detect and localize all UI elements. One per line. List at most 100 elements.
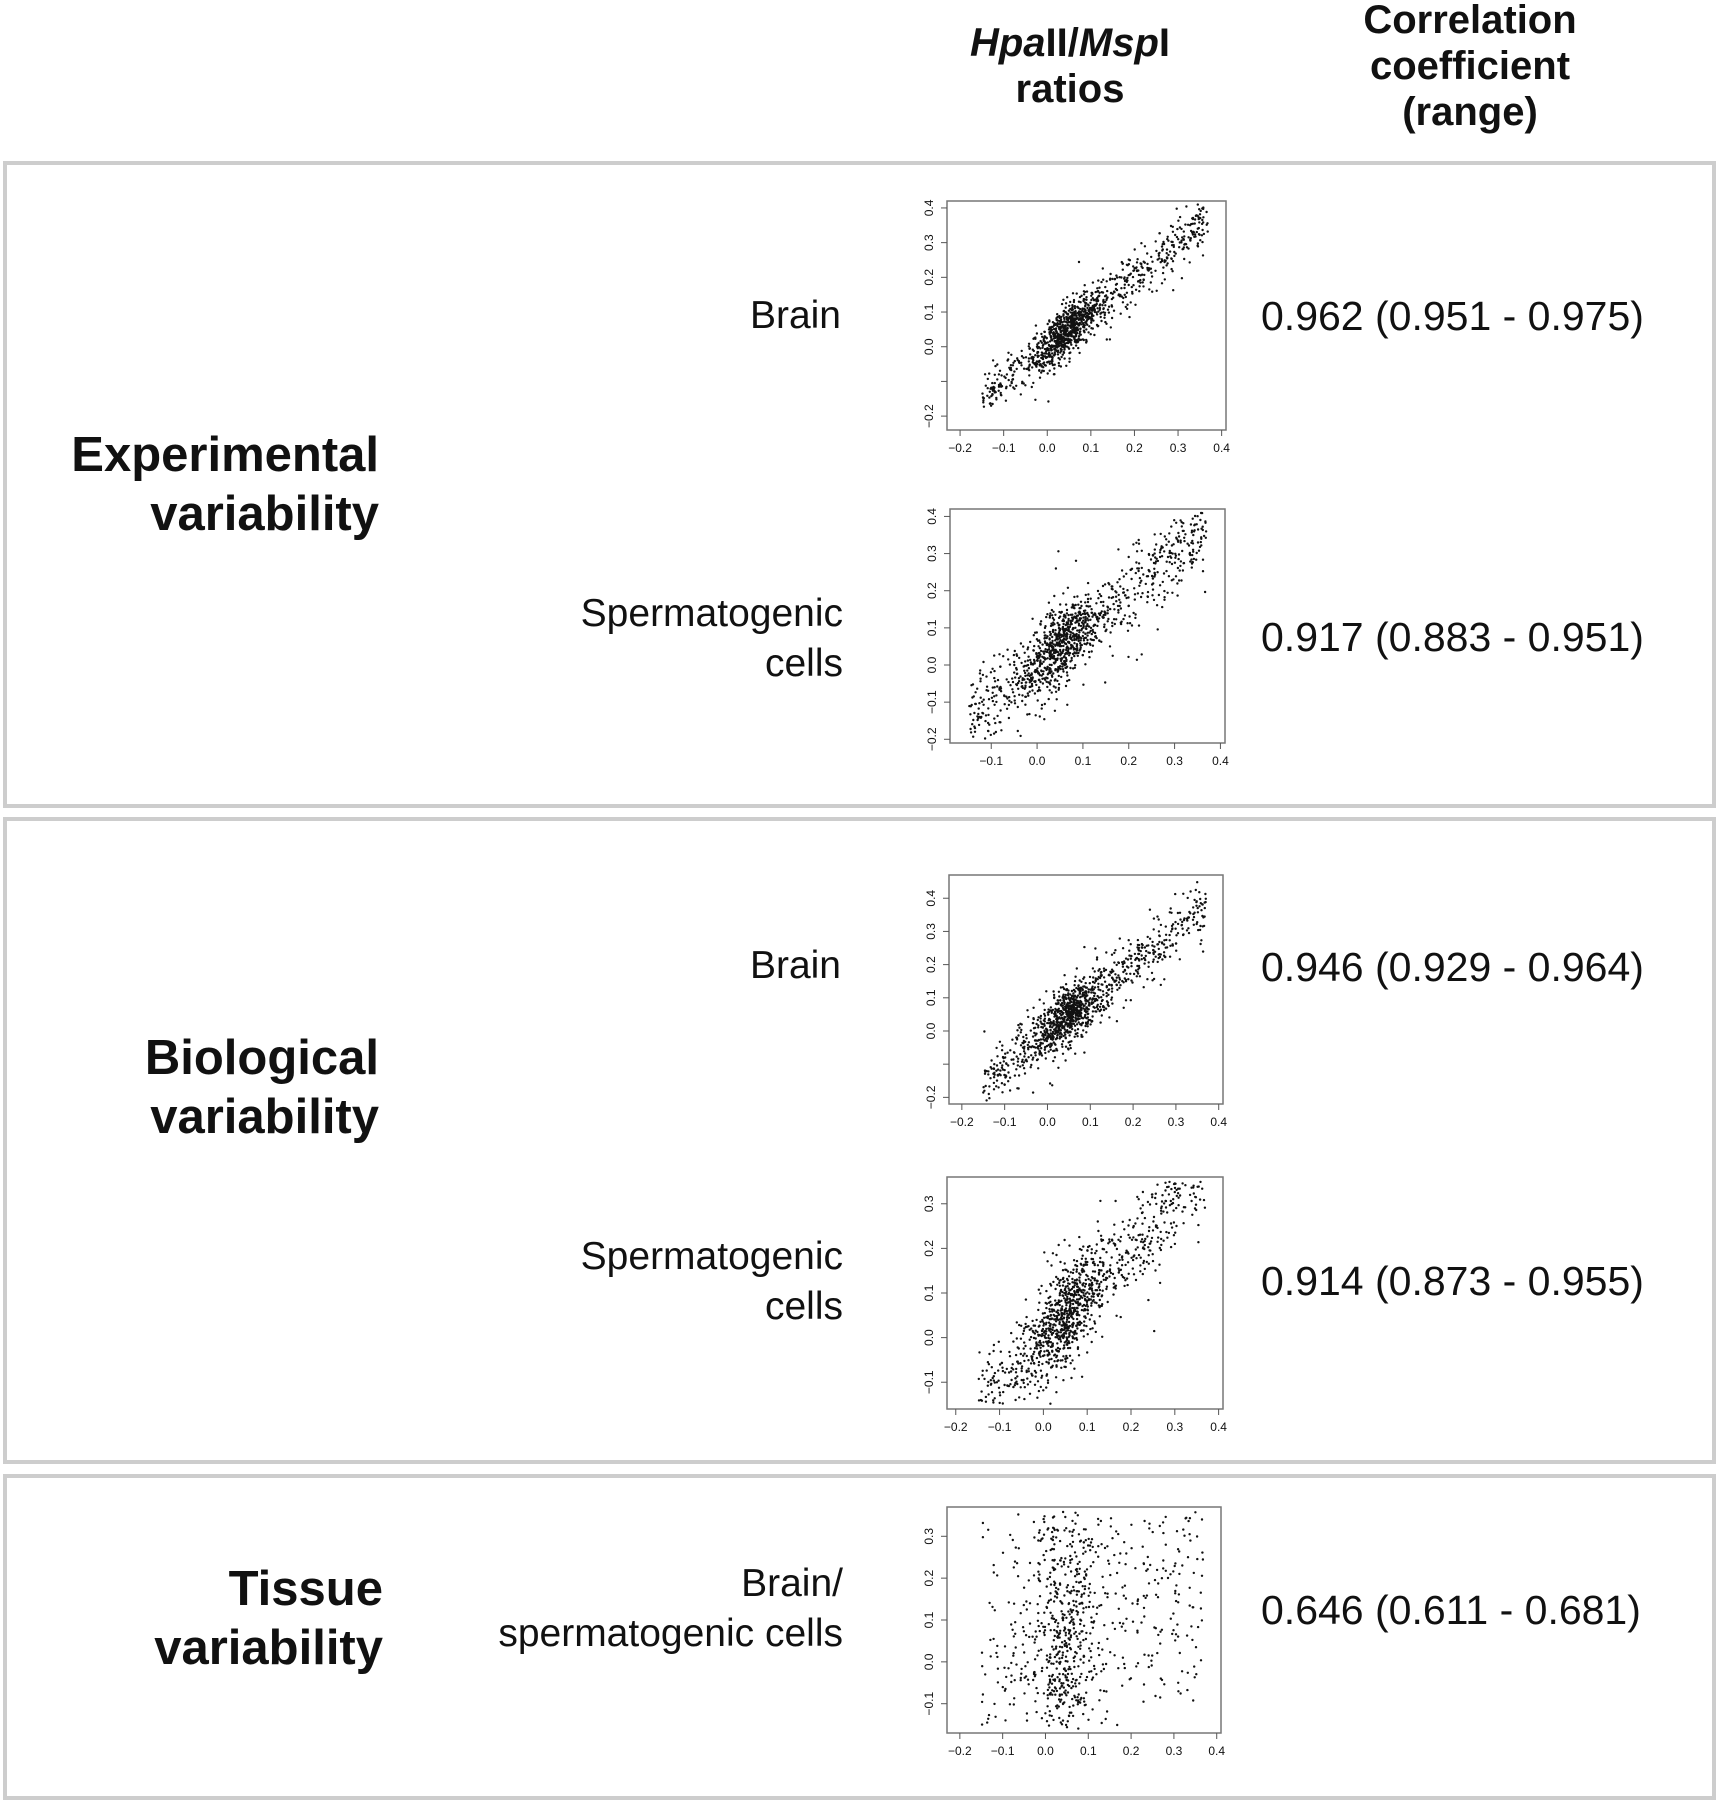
data-point xyxy=(1032,349,1035,353)
data-point xyxy=(1161,580,1164,584)
data-point xyxy=(1098,976,1102,980)
data-point xyxy=(1037,1308,1040,1312)
data-point xyxy=(1061,626,1064,630)
data-point xyxy=(1147,553,1151,557)
data-point xyxy=(1037,1360,1041,1364)
data-point xyxy=(1032,649,1035,652)
data-point xyxy=(1083,308,1086,311)
data-point xyxy=(1058,1336,1062,1339)
data-point xyxy=(1151,979,1154,982)
data-point xyxy=(1084,1257,1087,1260)
data-point xyxy=(1096,1279,1099,1283)
data-point xyxy=(1100,971,1103,974)
data-point xyxy=(1107,617,1110,621)
data-point xyxy=(1191,539,1194,543)
data-point xyxy=(1051,1008,1055,1012)
data-point xyxy=(1039,620,1043,623)
data-point xyxy=(1144,1237,1147,1241)
data-point xyxy=(1029,661,1033,664)
data-point xyxy=(1152,561,1156,565)
data-point xyxy=(1148,288,1151,291)
data-point xyxy=(1062,309,1066,313)
data-point xyxy=(1059,1017,1062,1020)
data-point xyxy=(1101,291,1105,294)
row-label: Spermatogenic cells xyxy=(581,589,843,689)
x-tick-label: 0.4 xyxy=(1208,1744,1225,1758)
data-point xyxy=(1034,1054,1037,1057)
data-point xyxy=(1126,303,1129,306)
data-point xyxy=(1054,632,1057,635)
data-point xyxy=(1118,1561,1121,1564)
data-point xyxy=(1106,308,1110,311)
data-point xyxy=(1104,304,1107,307)
data-point xyxy=(1097,1229,1100,1233)
data-point xyxy=(1044,1033,1047,1037)
data-point xyxy=(1158,940,1161,944)
data-point xyxy=(1011,1038,1014,1041)
data-point xyxy=(1123,614,1127,617)
data-point xyxy=(1020,349,1023,353)
data-point xyxy=(1132,265,1135,268)
data-point xyxy=(1060,1366,1063,1369)
data-point xyxy=(1170,1226,1174,1229)
data-point xyxy=(1131,1258,1135,1262)
data-point xyxy=(1060,644,1063,648)
data-point xyxy=(1115,618,1118,621)
data-point xyxy=(1198,1198,1202,1201)
data-point xyxy=(1117,974,1120,977)
data-point xyxy=(1080,323,1083,326)
data-point xyxy=(1070,1330,1073,1333)
data-point xyxy=(1068,1004,1072,1007)
data-point xyxy=(1006,359,1009,362)
data-point xyxy=(1051,653,1054,656)
data-point xyxy=(1079,327,1082,331)
data-point xyxy=(1143,1615,1146,1618)
x-tick-label: 0.0 xyxy=(1029,754,1046,768)
data-point xyxy=(1037,1026,1040,1029)
data-point xyxy=(1163,939,1166,942)
data-point xyxy=(1011,677,1014,680)
data-point xyxy=(1101,584,1105,588)
data-point xyxy=(1043,702,1046,706)
data-point xyxy=(1023,1341,1026,1344)
data-point xyxy=(1167,540,1170,543)
y-tick-label: 0.0 xyxy=(922,338,936,355)
data-point xyxy=(1078,992,1082,995)
data-point xyxy=(1144,582,1147,586)
data-point xyxy=(1130,1238,1134,1241)
data-point xyxy=(1087,1298,1090,1302)
data-point xyxy=(1173,1190,1176,1194)
data-point xyxy=(1132,611,1135,615)
data-point xyxy=(1075,999,1078,1002)
data-point xyxy=(1088,1001,1091,1004)
data-point xyxy=(1073,1309,1077,1313)
data-point xyxy=(1150,271,1153,274)
data-point xyxy=(1051,1084,1054,1087)
data-point xyxy=(1036,1380,1040,1383)
data-point xyxy=(1095,298,1098,301)
data-point xyxy=(1137,567,1140,570)
data-point xyxy=(1046,1354,1049,1357)
data-point xyxy=(1090,611,1094,614)
data-point xyxy=(1058,1284,1061,1287)
data-point xyxy=(1057,1331,1060,1334)
data-point xyxy=(1084,615,1087,619)
data-point xyxy=(1163,1221,1166,1224)
data-point xyxy=(1072,347,1075,350)
y-tick-label: 0.3 xyxy=(922,234,936,251)
data-point xyxy=(1196,242,1200,245)
data-point xyxy=(1134,303,1137,306)
data-point xyxy=(1012,1058,1015,1061)
data-point xyxy=(1035,332,1039,335)
data-point xyxy=(1065,1336,1068,1339)
data-point xyxy=(1181,1182,1184,1185)
data-point xyxy=(1153,533,1156,536)
data-point xyxy=(1070,343,1073,346)
data-point xyxy=(1080,1257,1084,1260)
data-point xyxy=(985,675,988,678)
data-point xyxy=(1089,1541,1093,1544)
data-point xyxy=(1112,309,1116,312)
data-point xyxy=(1054,1320,1058,1323)
data-point xyxy=(1072,992,1075,995)
data-point xyxy=(1056,1336,1059,1339)
